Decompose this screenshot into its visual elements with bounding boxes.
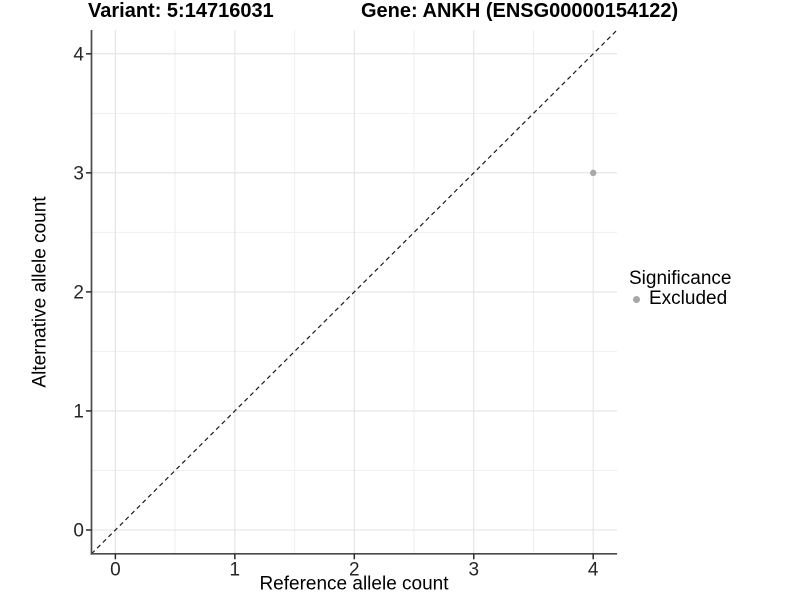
y-tick-label: 4 — [73, 44, 84, 65]
identity-line — [91, 29, 618, 555]
x-tick-label: 1 — [230, 560, 241, 581]
data-points — [590, 169, 597, 177]
legend-title: Significance — [629, 268, 732, 289]
plot-title-variant: Variant: 5:14716031 — [88, 0, 274, 22]
plot-title-gene: Gene: ANKH (ENSG00000154122) — [361, 0, 679, 22]
x-tick-label: 0 — [110, 560, 121, 581]
y-tick-labels: 0 1 2 3 4 — [73, 44, 84, 541]
legend-items: Excluded — [627, 288, 731, 309]
y-tick-label: 3 — [73, 163, 84, 184]
x-axis-title: Reference allele count — [259, 574, 449, 595]
x-tick-label: 2 — [349, 560, 360, 581]
x-tick-labels: 0 1 2 3 4 — [110, 560, 599, 581]
legend-item-label: Excluded — [649, 288, 728, 309]
legend-key-dot-icon — [633, 295, 640, 303]
x-tick-label: 3 — [468, 560, 479, 581]
legend: Significance Excluded — [627, 268, 732, 309]
y-tick-label: 1 — [73, 401, 84, 422]
y-tick-label: 0 — [73, 520, 84, 541]
y-tick-label: 2 — [73, 282, 84, 303]
legend-item: Excluded — [627, 288, 731, 309]
y-axis-title: Alternative allele count — [30, 196, 51, 388]
data-point — [590, 169, 597, 177]
tick-marks — [86, 53, 594, 560]
identity-dashed-line — [91, 29, 618, 555]
x-tick-label: 4 — [588, 560, 599, 581]
